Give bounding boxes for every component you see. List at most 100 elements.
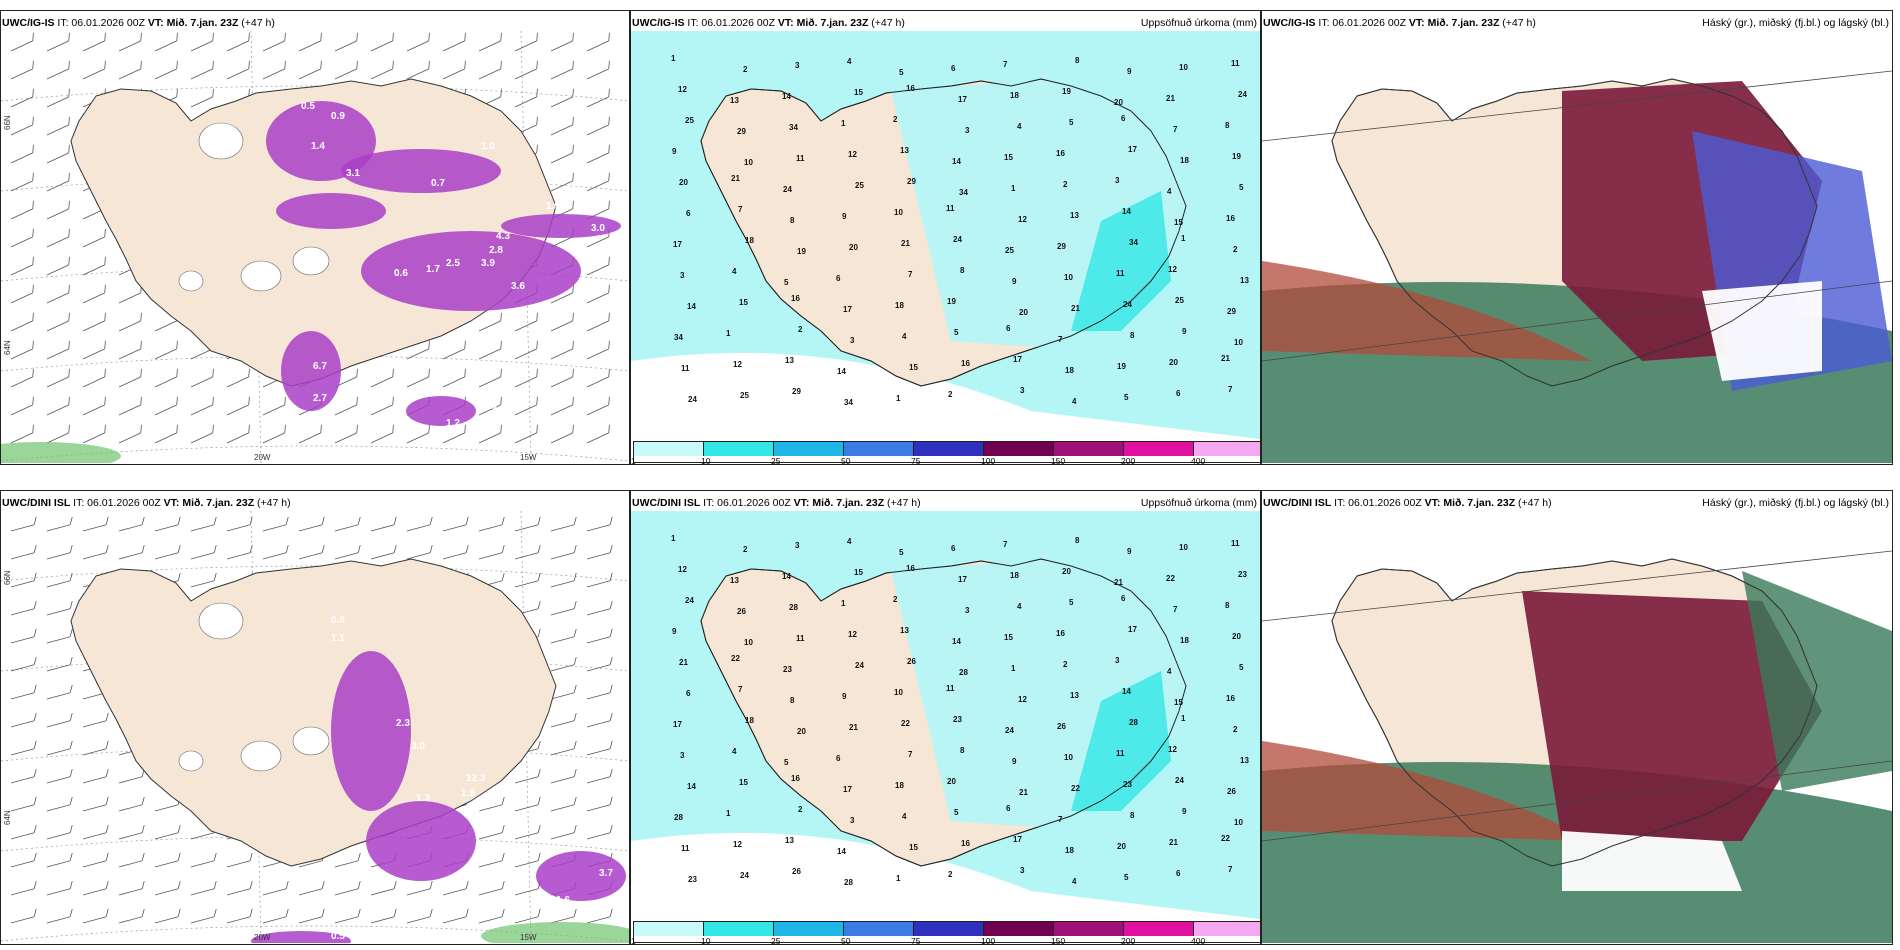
colorbar-segment: 75 — [911, 922, 984, 946]
precipitation-label: 7 — [1003, 60, 1008, 69]
wind-barb — [478, 908, 505, 924]
precipitation-label: 13 — [730, 576, 739, 585]
colorbar-tick-label: 150 — [1051, 456, 1066, 466]
colorbar-tick-label: 400 — [1191, 936, 1206, 946]
temperature-label: 2.7 — [313, 393, 327, 404]
colorbar-tick-label: 200 — [1121, 456, 1136, 466]
wind-barb — [10, 256, 34, 276]
precipitation-label: 18 — [1010, 571, 1019, 580]
wind-barb — [118, 340, 142, 360]
precipitation-label: 1 — [1181, 234, 1186, 243]
precipitation-label: 14 — [687, 782, 696, 791]
precipitation-label: 12 — [733, 360, 742, 369]
precipitation-label: 1 — [1011, 664, 1016, 673]
wind-barb — [298, 516, 325, 532]
wind-barb — [442, 516, 469, 532]
wind-barb — [586, 424, 610, 444]
precipitation-label: 3 — [680, 271, 685, 280]
precipitation-label: 10 — [894, 688, 903, 697]
precipitation-label: 19 — [1117, 362, 1126, 371]
graticule-line — [1, 835, 629, 852]
colorbar-segment: 150 — [1051, 442, 1124, 466]
wind-barb — [154, 368, 178, 388]
precipitation-label: 9 — [672, 627, 677, 636]
colorbar-segment: 100 — [981, 922, 1054, 946]
wind-barb — [550, 516, 577, 532]
dry-area — [631, 352, 1260, 439]
precipitation-label: 3 — [1020, 386, 1025, 395]
precipitation-label: 9 — [1012, 757, 1017, 766]
wind-barb — [82, 824, 109, 840]
colorbar-segment: 200 — [1121, 442, 1194, 466]
colorbar-segment: 25 — [771, 922, 844, 946]
wind-barb — [10, 880, 37, 896]
precipitation-label: 7 — [1228, 865, 1233, 874]
precipitation-label: 7 — [738, 205, 743, 214]
wind-barb — [298, 544, 325, 560]
panel-subtitle: Uppsöfnuð úrkoma (mm) — [1140, 17, 1257, 29]
precipitation-label: 16 — [1056, 149, 1065, 158]
wind-barb — [10, 740, 37, 756]
wind-barb — [10, 684, 37, 700]
wind-barb — [262, 544, 289, 560]
precipitation-label: 11 — [1231, 539, 1240, 548]
wind-barb — [550, 740, 577, 756]
precipitation-label: 17 — [673, 240, 682, 249]
precipitation-label: 24 — [1005, 726, 1014, 735]
precipitation-label: 12 — [1018, 695, 1027, 704]
temperature-label: 2.1 — [466, 803, 480, 814]
temperature-label: 2.5 — [446, 258, 460, 269]
precipitation-label: 10 — [1234, 338, 1243, 347]
wind-barb — [118, 796, 145, 812]
temperature-label: 5.1 — [621, 218, 629, 229]
wind-barb — [586, 256, 610, 276]
precipitation-label: 28 — [844, 878, 853, 887]
precipitation-label: 12 — [1168, 745, 1177, 754]
wind-barb — [586, 572, 613, 588]
wind-barb — [586, 516, 613, 532]
coastline — [1331, 78, 1818, 387]
wind-barb — [82, 712, 109, 728]
precipitation-label: 6 — [686, 209, 691, 218]
colorbar-segment: 100 — [981, 442, 1054, 466]
precipitation-label: 14 — [782, 92, 791, 101]
wind-barb — [406, 880, 433, 896]
precipitation-label: 9 — [1127, 547, 1132, 556]
colorbar-tick-label: 200 — [1121, 936, 1136, 946]
precipitation-label: 14 — [687, 302, 696, 311]
precipitation-label: 6 — [1176, 389, 1181, 398]
wind-barb — [586, 908, 613, 924]
precipitation-label: 9 — [1182, 327, 1187, 336]
colorbar-segment: 150 — [1051, 922, 1124, 946]
precipitation-label: 21 — [1221, 354, 1230, 363]
precipitation-label: 15 — [1004, 153, 1013, 162]
precipitation-label: 8 — [1075, 536, 1080, 545]
wind-barb — [46, 796, 73, 812]
temperature-label: 0.7 — [431, 178, 445, 189]
wind-barb — [46, 32, 70, 52]
wind-barb — [298, 880, 325, 896]
wind-barb — [586, 116, 610, 136]
wind-barb — [406, 368, 430, 388]
wind-barb — [442, 32, 466, 52]
wind-barb — [478, 424, 502, 444]
wind-barb — [226, 852, 253, 868]
precipitation-label: 15 — [1174, 218, 1183, 227]
wind-barb — [442, 60, 466, 80]
wind-barb — [514, 544, 541, 560]
wind-barb — [190, 368, 214, 388]
wind-barb — [586, 340, 610, 360]
precipitation-label: 5 — [1239, 183, 1244, 192]
lat-label: 64N — [3, 340, 12, 355]
wind-barb — [154, 544, 181, 560]
precipitation-label: 1 — [1011, 184, 1016, 193]
colorbar-tick-label: 50 — [841, 936, 851, 946]
wind-barb — [82, 32, 106, 52]
precipitation-label: 17 — [1128, 625, 1137, 634]
colorbar-tick-label: 150 — [1051, 936, 1066, 946]
precipitation-label: 4 — [732, 267, 737, 276]
precipitation-label: 6 — [1006, 804, 1011, 813]
precipitation-area-heavy — [1071, 671, 1171, 811]
wind-barb — [10, 172, 34, 192]
wind-barb — [10, 656, 37, 672]
